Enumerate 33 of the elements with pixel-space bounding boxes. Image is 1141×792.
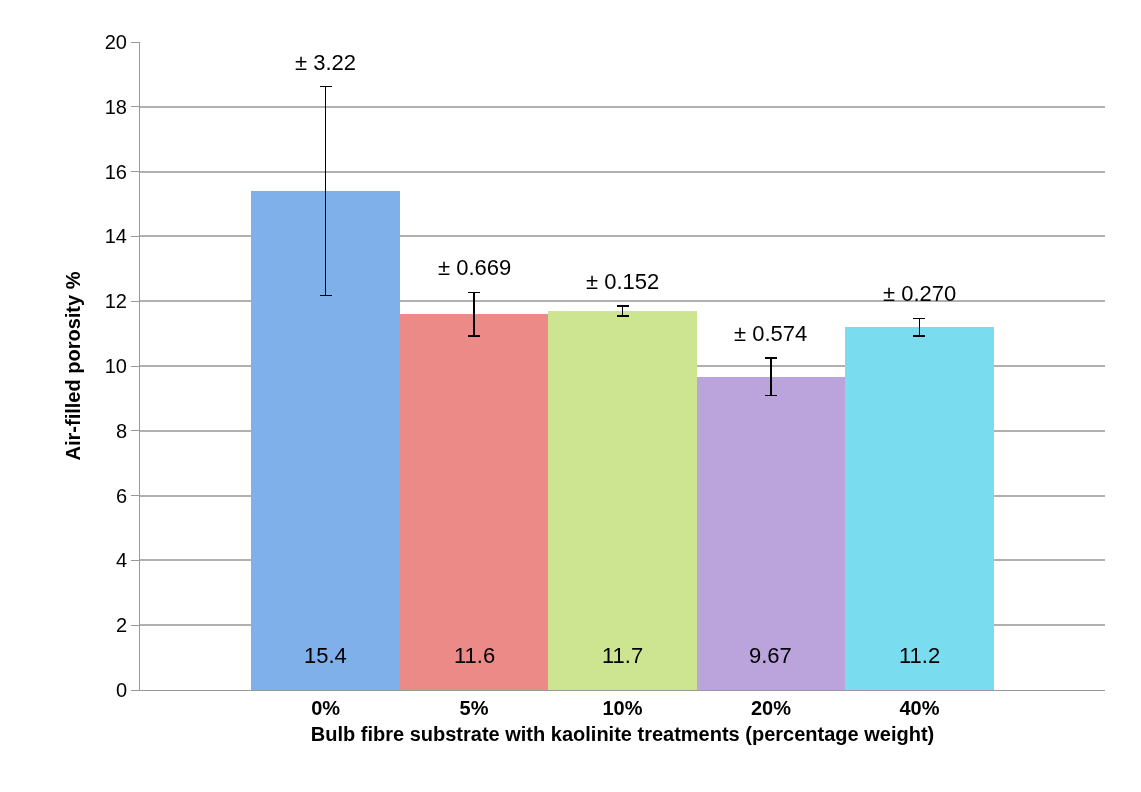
annotation: ± 0.669 — [438, 255, 512, 280]
y-tick-label: 4 — [115, 549, 127, 572]
bar — [697, 377, 845, 690]
annotation: ± 0.270 — [883, 281, 957, 306]
annotation: ± 3.22 — [295, 50, 357, 75]
annotation: ± 0.574 — [734, 321, 808, 346]
y-tick-label: 2 — [115, 614, 127, 637]
y-tick-label: 0 — [115, 679, 127, 701]
y-tick-label: 8 — [115, 419, 127, 442]
data-label: 9.67 — [749, 643, 792, 668]
y-tick-label: 18 — [104, 95, 127, 118]
annotation: ± 0.152 — [586, 269, 660, 294]
y-tick-label: 12 — [104, 290, 127, 313]
data-label: 15.4 — [304, 643, 347, 668]
x-tick-label: 0% — [311, 697, 341, 719]
x-tick-label: 40% — [899, 697, 940, 719]
y-tick-label: 10 — [104, 355, 127, 377]
data-label: 11.2 — [899, 643, 941, 668]
x-tick-label: 20% — [750, 697, 792, 719]
x-tick-label: 5% — [459, 697, 489, 719]
data-label: 11.7 — [602, 643, 644, 668]
x-tick-label: 10% — [602, 697, 643, 719]
bar — [845, 327, 994, 690]
y-axis-title: Air-filled porosity % — [62, 271, 85, 461]
x-axis-title: Bulb fibre substrate with kaolinite treatments (percentage weight) — [310, 722, 935, 745]
y-tick-label: 6 — [115, 484, 127, 507]
data-label: 11.6 — [454, 643, 496, 668]
y-tick-label: 14 — [104, 225, 127, 248]
bar — [251, 191, 400, 690]
y-tick-label: 16 — [104, 160, 127, 183]
y-tick-label: 20 — [104, 31, 127, 53]
bar — [548, 311, 697, 690]
bar — [400, 314, 548, 690]
